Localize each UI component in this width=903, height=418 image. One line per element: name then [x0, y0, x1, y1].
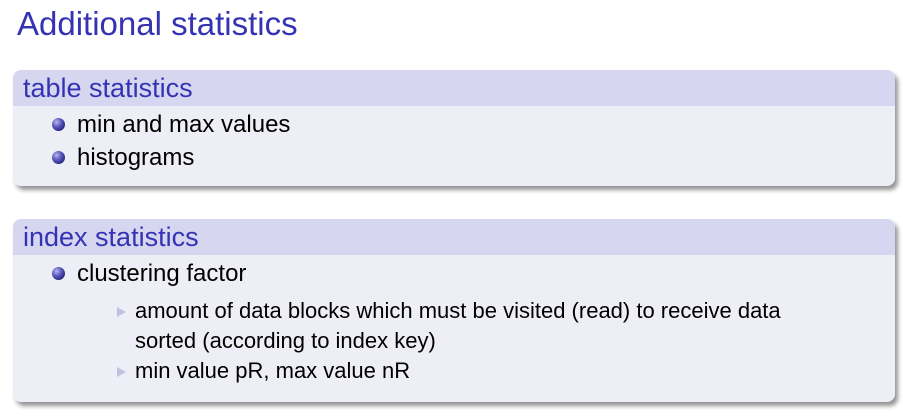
block-body: min and max values histograms [13, 106, 895, 174]
sub-list-item: min value pR, max value nR [13, 356, 895, 386]
ball-bullet-icon [52, 267, 65, 280]
sub-list-item-text-line-1: min value pR, max value nR [135, 358, 411, 383]
list-item-text: histograms [77, 144, 195, 171]
list-item: histograms [13, 141, 895, 174]
list-item: min and max values [13, 108, 895, 141]
list-item-text: clustering factor [77, 260, 247, 287]
block-index-statistics: index statistics clustering factor amoun… [13, 219, 895, 402]
sub-list-item-text-line-2: sorted (according to index key) [135, 328, 436, 353]
ball-bullet-icon [52, 118, 65, 131]
block-heading: index statistics [13, 219, 895, 255]
block-table-statistics: table statistics min and max values hist… [13, 70, 895, 186]
block-heading: table statistics [13, 70, 895, 106]
list-item-text: min and max values [77, 111, 291, 138]
triangle-bullet-icon [117, 307, 126, 317]
sub-list-item: amount of data blocks which must be visi… [13, 296, 895, 356]
list-item: clustering factor [13, 257, 895, 290]
triangle-bullet-icon [117, 367, 126, 377]
page-title: Additional statistics [17, 5, 298, 42]
ball-bullet-icon [52, 151, 65, 164]
block-body: clustering factor amount of data blocks … [13, 255, 895, 386]
sub-list-item-text-line-1: amount of data blocks which must be visi… [135, 298, 781, 323]
